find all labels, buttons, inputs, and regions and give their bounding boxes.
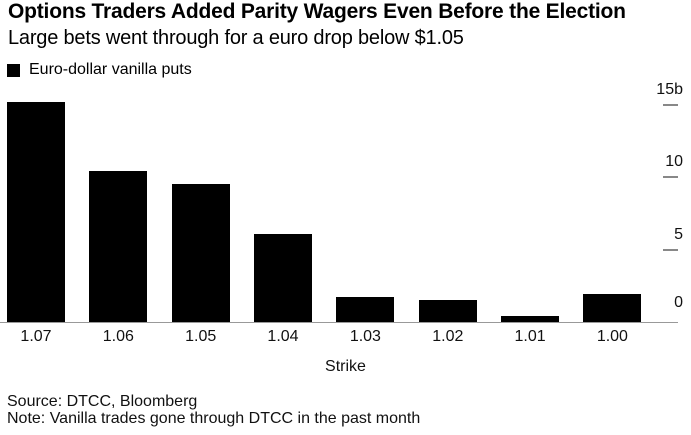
x-tick-label: 1.02: [432, 328, 464, 345]
chart-bar-1.06: [89, 171, 148, 322]
chart-bar-1.03: [336, 297, 395, 322]
x-tick-label: 1.03: [349, 328, 381, 345]
x-tick-label: 1.07: [20, 328, 52, 345]
chart-title: Options Traders Added Parity Wagers Even…: [8, 0, 626, 23]
chart-bar-1.04: [254, 233, 312, 322]
x-tick-label: 1.01: [514, 328, 546, 345]
legend-label: Euro-dollar vanilla puts: [29, 61, 192, 78]
y-tick-mark: [663, 103, 678, 106]
y-tick-mark: [663, 176, 678, 178]
chart-bar-1.07: [7, 101, 65, 322]
note-line: Note: Vanilla trades gone through DTCC i…: [7, 410, 421, 427]
x-tick-label: 1.04: [267, 328, 299, 345]
x-tick-label: 1.05: [185, 328, 217, 345]
x-axis-title: Strike: [325, 358, 366, 375]
x-tick-label: 1.00: [596, 328, 628, 345]
chart-bar-1.01: [501, 316, 560, 322]
chart-subtitle: Large bets went through for a euro drop …: [8, 27, 464, 49]
chart-bar-1.02: [418, 300, 477, 323]
y-tick-label: 0: [674, 294, 683, 311]
y-tick-mark: [663, 248, 678, 251]
legend: Euro-dollar vanilla puts: [7, 62, 192, 78]
y-tick-label: 15b: [656, 80, 683, 98]
source-line: Source: DTCC, Bloomberg: [7, 393, 198, 410]
x-tick-label: 1.06: [102, 328, 134, 345]
x-axis-line: [0, 322, 678, 323]
legend-swatch-icon: [7, 63, 20, 77]
y-tick-label: 5: [674, 225, 683, 243]
chart-bar-1.00: [583, 294, 642, 322]
footer: Source: DTCC, Bloomberg Note: Vanilla tr…: [7, 393, 420, 427]
chart-bar-1.05: [171, 184, 230, 323]
y-tick-label: 10: [665, 153, 683, 170]
